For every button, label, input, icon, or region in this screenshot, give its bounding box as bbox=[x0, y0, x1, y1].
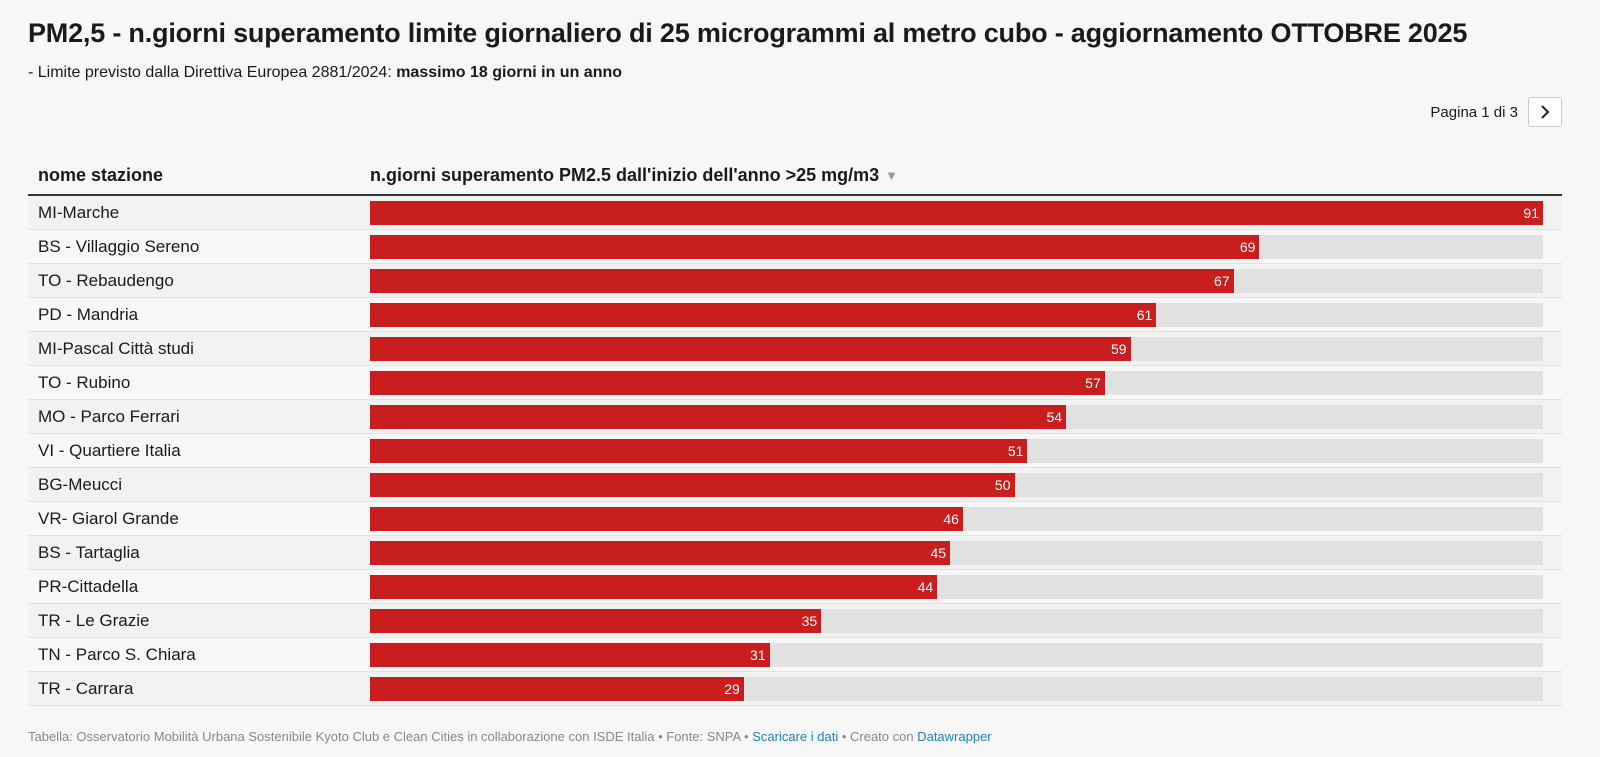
bar-cell: 54 bbox=[370, 404, 1543, 429]
bar-value-label: 29 bbox=[724, 680, 740, 697]
bar-cell: 69 bbox=[370, 234, 1543, 259]
footer-separator: • Creato con bbox=[838, 729, 918, 744]
bar-value-label: 61 bbox=[1136, 306, 1153, 323]
bar-value-label: 31 bbox=[750, 646, 766, 663]
page-title: PM2,5 - n.giorni superamento limite gior… bbox=[28, 18, 1468, 48]
station-name: BG-Meucci bbox=[38, 474, 123, 494]
station-name: VI - Quartiere Italia bbox=[38, 440, 181, 460]
station-name: TN - Parco S. Chiara bbox=[38, 644, 196, 664]
bar-value-label: 54 bbox=[1046, 408, 1063, 425]
table-row: BS - Tartaglia 45 bbox=[28, 536, 1562, 570]
bar: 50 bbox=[370, 472, 1015, 497]
bar-cell: 67 bbox=[370, 268, 1543, 293]
bar-cell: 44 bbox=[370, 574, 1543, 599]
bar: 45 bbox=[370, 540, 951, 565]
bar-value-label: 45 bbox=[930, 544, 947, 561]
datawrapper-link[interactable]: Datawrapper bbox=[917, 729, 992, 744]
column-header-value-label: n.giorni superamento PM2.5 dall'inizio d… bbox=[370, 164, 880, 185]
station-name: TO - Rebaudengo bbox=[38, 270, 174, 290]
table-row: PR-Cittadella 44 bbox=[28, 570, 1562, 604]
subtitle: - Limite previsto dalla Direttiva Europe… bbox=[28, 64, 622, 82]
station-name: VR- Giarol Grande bbox=[38, 508, 179, 528]
data-table: nome stazione n.giorni superamento PM2.5… bbox=[28, 156, 1562, 706]
bar: 91 bbox=[370, 200, 1543, 225]
next-page-button[interactable] bbox=[1528, 97, 1562, 127]
station-name: MI-Marche bbox=[38, 202, 120, 222]
bar-cell: 50 bbox=[370, 472, 1543, 497]
bar-cell: 51 bbox=[370, 438, 1543, 463]
bar-cell: 57 bbox=[370, 370, 1543, 395]
station-name: TR - Le Grazie bbox=[38, 610, 150, 630]
bar: 54 bbox=[370, 404, 1067, 429]
bar-cell: 45 bbox=[370, 540, 1543, 565]
bar-value-label: 46 bbox=[943, 510, 959, 527]
bar: 31 bbox=[370, 642, 770, 667]
subtitle-bold: massimo 18 giorni in un anno bbox=[396, 64, 623, 81]
station-name: BS - Tartaglia bbox=[38, 542, 140, 562]
bar-value-label: 67 bbox=[1214, 272, 1230, 289]
sort-desc-icon: ▼ bbox=[885, 167, 899, 183]
station-name: PR-Cittadella bbox=[38, 576, 139, 596]
bar-cell: 29 bbox=[370, 676, 1543, 701]
page-indicator: Pagina 1 di 3 bbox=[1430, 103, 1518, 121]
station-name: BS - Villaggio Sereno bbox=[38, 236, 200, 256]
table-row: TO - Rebaudengo 67 bbox=[28, 264, 1562, 298]
footer: Tabella: Osservatorio Mobilità Urbana So… bbox=[28, 729, 992, 744]
table-row: PD - Mandria 61 bbox=[28, 298, 1562, 332]
table-row: VR- Giarol Grande 46 bbox=[28, 502, 1562, 536]
bar-value-label: 57 bbox=[1085, 374, 1101, 391]
bar: 59 bbox=[370, 336, 1131, 361]
station-name: MO - Parco Ferrari bbox=[38, 406, 180, 426]
bar: 46 bbox=[370, 506, 963, 531]
table-row: MO - Parco Ferrari 54 bbox=[28, 400, 1562, 434]
download-data-link[interactable]: Scaricare i dati bbox=[752, 729, 839, 744]
chevron-right-icon bbox=[1541, 105, 1550, 119]
station-name: TO - Rubino bbox=[38, 372, 131, 392]
bar-cell: 31 bbox=[370, 642, 1543, 667]
table-header: nome stazione n.giorni superamento PM2.5… bbox=[28, 156, 1562, 196]
station-name: PD - Mandria bbox=[38, 304, 139, 324]
station-name: TR - Carrara bbox=[38, 678, 134, 698]
table-row: TN - Parco S. Chiara 31 bbox=[28, 638, 1562, 672]
bar-value-label: 51 bbox=[1007, 442, 1024, 459]
bar-cell: 59 bbox=[370, 336, 1543, 361]
bar-cell: 91 bbox=[370, 200, 1543, 225]
table-row: VI - Quartiere Italia 51 bbox=[28, 434, 1562, 468]
bar: 61 bbox=[370, 302, 1157, 327]
bar: 67 bbox=[370, 268, 1234, 293]
bar: 57 bbox=[370, 370, 1105, 395]
bar-value-label: 35 bbox=[801, 612, 818, 629]
subtitle-text: - Limite previsto dalla Direttiva Europe… bbox=[28, 64, 397, 81]
bar-cell: 35 bbox=[370, 608, 1543, 633]
bar: 69 bbox=[370, 234, 1260, 259]
column-header-name[interactable]: nome stazione bbox=[38, 164, 164, 185]
bar-value-label: 50 bbox=[994, 476, 1011, 493]
station-name: MI-Pascal Città studi bbox=[38, 338, 194, 358]
bar: 51 bbox=[370, 438, 1028, 463]
table-row: BG-Meucci 50 bbox=[28, 468, 1562, 502]
bar-value-label: 91 bbox=[1523, 204, 1539, 221]
table-row: MI-Marche 91 bbox=[28, 196, 1562, 230]
table-row: BS - Villaggio Sereno 69 bbox=[28, 230, 1562, 264]
footer-source: Tabella: Osservatorio Mobilità Urbana So… bbox=[28, 729, 753, 744]
table-row: MI-Pascal Città studi 59 bbox=[28, 332, 1562, 366]
table-row: TO - Rubino 57 bbox=[28, 366, 1562, 400]
pagination: Pagina 1 di 3 bbox=[1430, 97, 1562, 127]
table-row: TR - Carrara 29 bbox=[28, 672, 1562, 706]
bar-cell: 61 bbox=[370, 302, 1543, 327]
bar: 29 bbox=[370, 676, 744, 701]
bar: 35 bbox=[370, 608, 822, 633]
bar-value-label: 59 bbox=[1110, 340, 1127, 357]
bar: 44 bbox=[370, 574, 938, 599]
bar-value-label: 69 bbox=[1239, 238, 1256, 255]
table-row: TR - Le Grazie 35 bbox=[28, 604, 1562, 638]
column-header-value[interactable]: n.giorni superamento PM2.5 dall'inizio d… bbox=[370, 165, 1562, 186]
bar-value-label: 44 bbox=[917, 578, 934, 595]
bar-cell: 46 bbox=[370, 506, 1543, 531]
table-body: MI-Marche 91 BS - Villaggio Sereno 69 TO - R… bbox=[28, 196, 1562, 706]
